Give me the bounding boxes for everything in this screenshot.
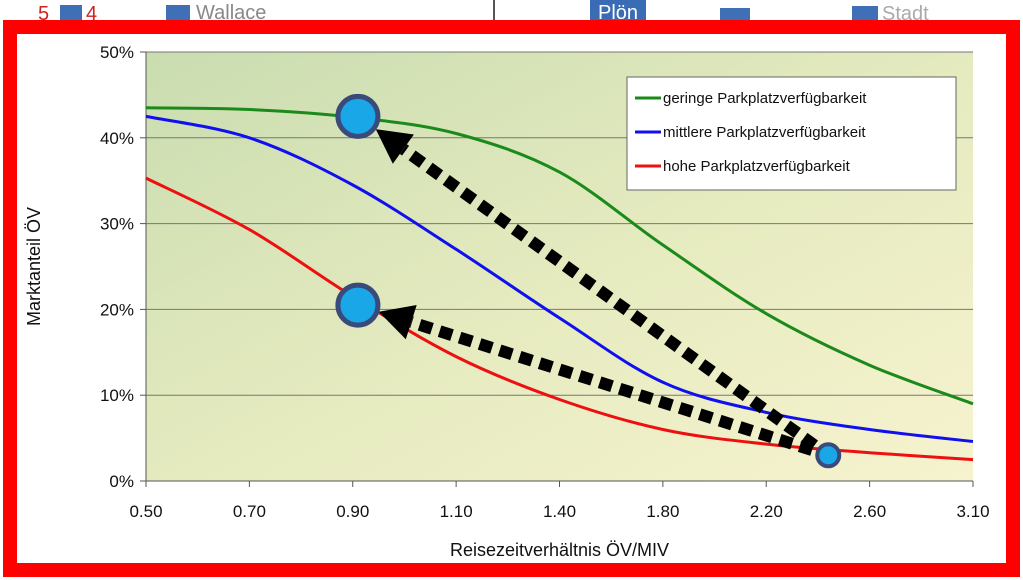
series-line-2	[145, 114, 974, 443]
axes: 0% 10% 20% 30% 40% 50% 0.50 0.70 0.90 1.10 1.40 1.8…	[100, 43, 990, 521]
x-tick-label: 2.20	[750, 502, 783, 521]
arrow-shaft-2	[409, 316, 834, 463]
y-tick-label: 0%	[109, 472, 134, 491]
x-tick-label: 3.10	[956, 502, 989, 521]
ploen-button[interactable]	[590, 0, 646, 22]
strip-icon-3	[720, 8, 750, 22]
x-tick-label: 1.40	[543, 502, 576, 521]
top-toolbar-strip: 5 4 Wallace Plön Stadt	[0, 0, 1023, 22]
strip-icon-2	[166, 5, 190, 21]
y-tick-label: 30%	[100, 215, 134, 234]
strip-number-4: 4	[86, 3, 97, 22]
strip-word-right: Stadt	[882, 3, 929, 22]
arrow-head-1	[375, 129, 414, 164]
strip-icon-4	[852, 6, 878, 22]
annotation-markers	[335, 93, 842, 469]
y-tick-label: 50%	[100, 43, 134, 62]
strip-word-left: Wallace	[196, 2, 266, 22]
grid-lines	[146, 51, 973, 396]
x-tick-label: 1.10	[440, 502, 473, 521]
data-marker-1	[335, 93, 381, 139]
x-axis-title: Reisezeitverhältnis ÖV/MIV	[450, 540, 669, 560]
strip-icon-1	[60, 5, 82, 21]
x-tick-label: 0.70	[233, 502, 266, 521]
arrow-shaft-1	[399, 144, 836, 463]
legend-label-3: hohe Parkplatzverfügbarkeit	[663, 158, 851, 175]
x-tick-label: 2.60	[853, 502, 886, 521]
x-tick-label: 0.50	[129, 502, 162, 521]
legend: geringe Parkplatzverfügbarkeit mittlere P…	[626, 76, 957, 191]
y-tick-label: 20%	[100, 300, 134, 319]
top-strip-svg: 5 4 Wallace Plön Stadt	[38, 0, 929, 22]
series-line-1	[145, 106, 974, 406]
data-marker-2	[335, 282, 381, 328]
legend-box	[626, 76, 957, 191]
y-tick-label: 10%	[100, 386, 134, 405]
legend-label-2: mittlere Parkplatzverfügbarkeit	[663, 124, 866, 141]
ploen-button-label: Plön	[598, 2, 638, 22]
data-marker-3	[815, 442, 842, 469]
y-axis-title: Marktanteil ÖV	[24, 207, 44, 326]
x-tick-label: 1.80	[646, 502, 679, 521]
legend-label-1: geringe Parkplatzverfügbarkeit	[663, 90, 867, 107]
strip-number-5: 5	[38, 3, 49, 22]
x-tick-label: 0.90	[336, 502, 369, 521]
annotation-arrows	[375, 129, 836, 463]
y-tick-label: 40%	[100, 129, 134, 148]
arrow-head-2	[378, 305, 417, 340]
